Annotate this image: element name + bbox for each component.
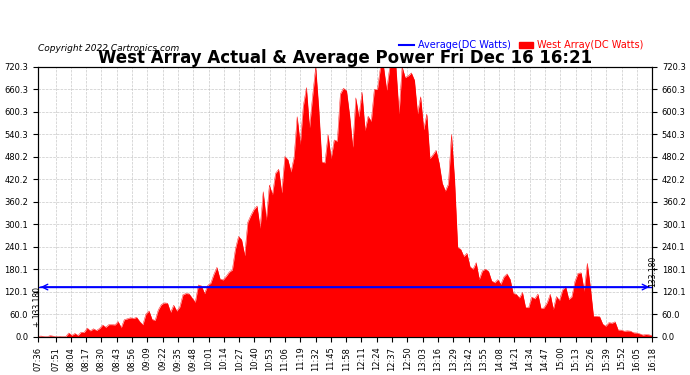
Legend: Average(DC Watts), West Array(DC Watts): Average(DC Watts), West Array(DC Watts): [395, 37, 647, 54]
Text: Copyright 2022 Cartronics.com: Copyright 2022 Cartronics.com: [38, 44, 179, 53]
Text: + 133.180: + 133.180: [32, 287, 42, 327]
Text: 133.180: 133.180: [648, 256, 658, 287]
Title: West Array Actual & Average Power Fri Dec 16 16:21: West Array Actual & Average Power Fri De…: [98, 49, 592, 67]
